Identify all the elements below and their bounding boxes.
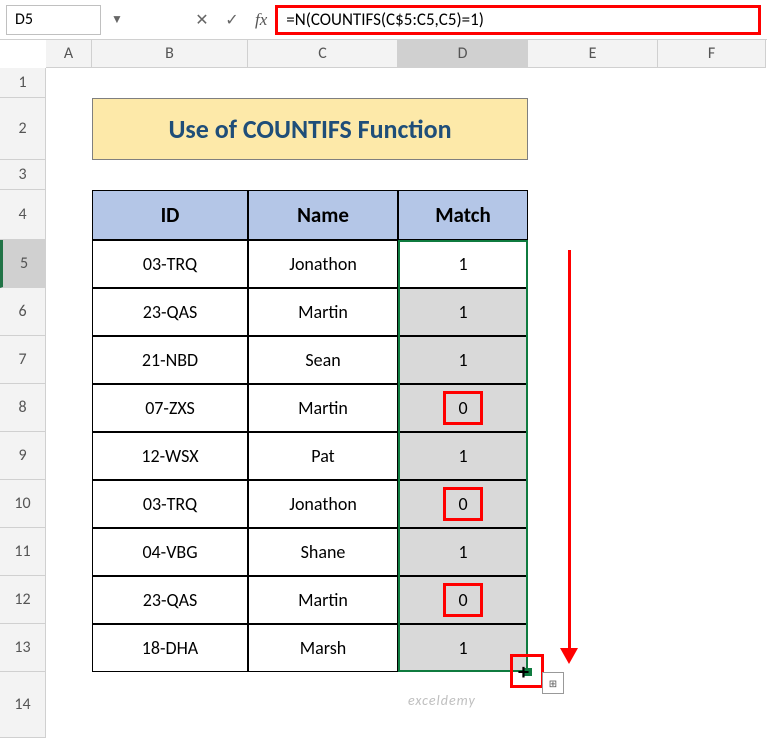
table-cell[interactable]: 07-ZXS	[92, 384, 248, 432]
row-header-7[interactable]: 7	[0, 336, 46, 384]
table-cell[interactable]: Jonathon	[248, 480, 398, 528]
row-header-4[interactable]: 4	[0, 190, 46, 240]
table-cell[interactable]: 1	[398, 288, 528, 336]
table-cell[interactable]: Martin	[248, 384, 398, 432]
name-box[interactable]: D5	[6, 5, 101, 35]
table-header-match: Match	[398, 190, 528, 240]
cells-region: Use of COUNTIFS Function IDNameMatch 03-TR…	[46, 68, 767, 738]
table-cell[interactable]: 23-QAS	[92, 576, 248, 624]
table-cell[interactable]: 1	[398, 624, 528, 672]
page-title: Use of COUNTIFS Function	[92, 98, 528, 160]
table-cell[interactable]: 0	[398, 576, 528, 624]
table-cell[interactable]: Shane	[248, 528, 398, 576]
name-box-dropdown-icon[interactable]: ▼	[107, 12, 127, 27]
table-cell[interactable]: 18-DHA	[92, 624, 248, 672]
row-header-5[interactable]: 5	[0, 240, 46, 288]
row-header-12[interactable]: 12	[0, 576, 46, 624]
formula-text: =N(COUNTIFS(C$5:C5,C5)=1)	[286, 9, 484, 30]
row-header-6[interactable]: 6	[0, 288, 46, 336]
watermark: exceldemy	[408, 692, 476, 709]
table-cell[interactable]: Sean	[248, 336, 398, 384]
col-header-D[interactable]: D	[398, 40, 528, 68]
formula-bar: D5 ▼ ✕ ✓ fx =N(COUNTIFS(C$5:C5,C5)=1)	[0, 0, 767, 40]
column-headers: ABCDEF	[46, 40, 767, 68]
accept-icon[interactable]: ✓	[217, 5, 247, 35]
arrow-line	[568, 250, 571, 650]
table-cell[interactable]: Jonathon	[248, 240, 398, 288]
row-header-9[interactable]: 9	[0, 432, 46, 480]
row-header-13[interactable]: 13	[0, 624, 46, 672]
table-cell[interactable]: 03-TRQ	[92, 480, 248, 528]
row-header-11[interactable]: 11	[0, 528, 46, 576]
cell-reference: D5	[15, 10, 33, 29]
fill-handle[interactable]	[524, 668, 532, 676]
table-header-name: Name	[248, 190, 398, 240]
row-header-8[interactable]: 8	[0, 384, 46, 432]
table-cell[interactable]: 23-QAS	[92, 288, 248, 336]
table-cell[interactable]: Martin	[248, 288, 398, 336]
table-cell[interactable]: 1	[398, 336, 528, 384]
row-header-1[interactable]: 1	[0, 68, 46, 98]
table-header-id: ID	[92, 190, 248, 240]
table-cell[interactable]: 1	[398, 432, 528, 480]
table-cell[interactable]: 21-NBD	[92, 336, 248, 384]
table-cell[interactable]: 1	[398, 528, 528, 576]
col-header-E[interactable]: E	[528, 40, 658, 68]
table-cell[interactable]: 03-TRQ	[92, 240, 248, 288]
arrow-head-icon	[560, 648, 578, 664]
row-headers: 1234567891011121314	[0, 68, 46, 738]
table-cell[interactable]: 0	[398, 384, 528, 432]
col-header-F[interactable]: F	[658, 40, 766, 68]
table-cell[interactable]: Marsh	[248, 624, 398, 672]
row-header-2[interactable]: 2	[0, 98, 46, 160]
cancel-icon[interactable]: ✕	[187, 5, 217, 35]
table-cell[interactable]: 12-WSX	[92, 432, 248, 480]
col-header-B[interactable]: B	[92, 40, 248, 68]
table-cell[interactable]: Pat	[248, 432, 398, 480]
formula-input[interactable]: =N(COUNTIFS(C$5:C5,C5)=1)	[275, 5, 761, 35]
fx-icon[interactable]: fx	[247, 10, 275, 30]
table-cell[interactable]: 0	[398, 480, 528, 528]
table-cell[interactable]: Martin	[248, 576, 398, 624]
table-cell[interactable]: 1	[398, 240, 528, 288]
row-header-3[interactable]: 3	[0, 160, 46, 190]
col-header-C[interactable]: C	[248, 40, 398, 68]
table-cell[interactable]: 04-VBG	[92, 528, 248, 576]
col-header-A[interactable]: A	[46, 40, 92, 68]
grid-area: 1234567891011121314 Use of COUNTIFS Func…	[0, 68, 767, 738]
row-header-10[interactable]: 10	[0, 480, 46, 528]
row-header-14[interactable]: 14	[0, 672, 46, 738]
autofill-options-icon[interactable]: ⊞	[542, 672, 564, 694]
